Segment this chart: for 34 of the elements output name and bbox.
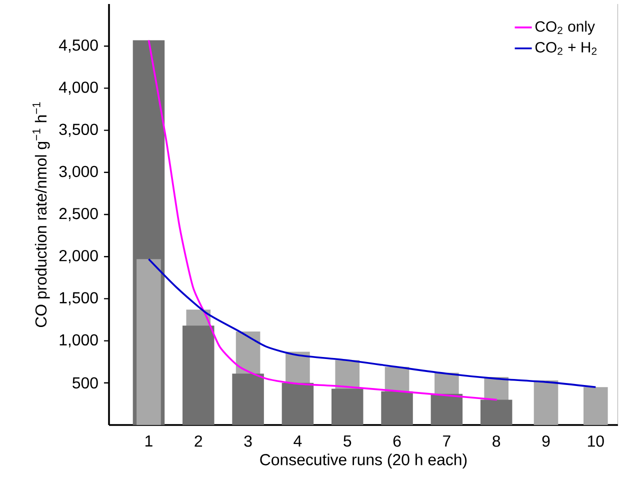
x-tick-label: 8 <box>492 436 500 447</box>
x-tick-label: 4 <box>294 435 302 446</box>
x-tick-label: 1 <box>146 435 152 446</box>
y-axis-title: CO production rate/nmol g$^{−1}$ h$^{−1}$ <box>32 102 50 328</box>
bar <box>381 391 413 425</box>
y-tick-label: 3,500 <box>59 124 98 137</box>
x-tick-label: 10 <box>588 436 604 447</box>
bar <box>282 382 314 425</box>
x-tick-label: 5 <box>344 435 352 447</box>
y-tick-label: 500 <box>72 377 98 389</box>
x-tick-label: 2 <box>194 436 202 447</box>
bar <box>182 326 214 425</box>
bar <box>136 259 161 425</box>
y-tick-label: 4,500 <box>58 40 98 53</box>
x-axis-title: Consecutive runs (20 h each) <box>260 454 467 468</box>
bar <box>480 400 512 425</box>
x-tick-label: 7 <box>443 435 450 446</box>
x-tick-label: 9 <box>542 436 550 447</box>
y-tick-label: 2,000 <box>59 250 98 264</box>
x-tick-label: 6 <box>393 436 401 447</box>
y-tick-label: 1,500 <box>60 292 98 306</box>
bar <box>584 387 608 425</box>
y-tick-label: 3,000 <box>59 166 98 179</box>
y-tick-label: 1,000 <box>60 334 98 348</box>
bar <box>331 388 364 425</box>
y-tick-label: 2,500 <box>59 208 98 222</box>
legend-label: CO$_{2}$ only <box>535 20 595 35</box>
bar <box>430 394 463 425</box>
line-series <box>148 258 597 388</box>
bar <box>534 380 558 425</box>
bar <box>232 374 264 425</box>
legend-label: CO$_{2}$ + H$_{2}$ <box>535 42 597 55</box>
y-tick-label: 4,000 <box>58 82 98 95</box>
x-tick-label: 3 <box>244 436 252 447</box>
